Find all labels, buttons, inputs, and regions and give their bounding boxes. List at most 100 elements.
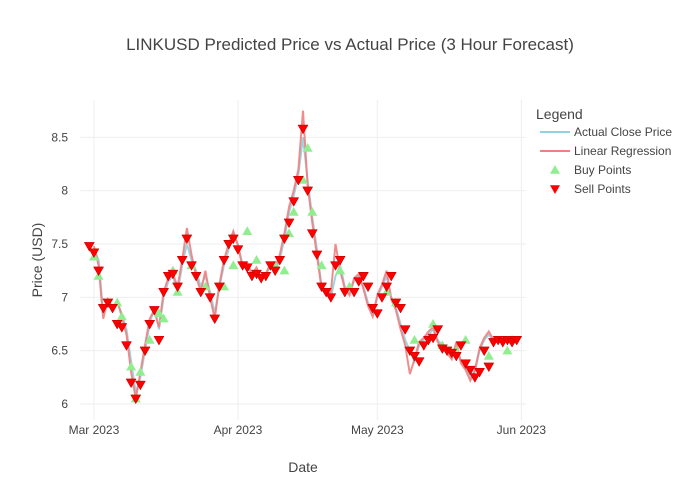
sell-point-marker xyxy=(107,304,118,314)
sell-point-marker xyxy=(371,309,383,319)
sell-point-marker xyxy=(167,269,179,280)
sell-point-marker xyxy=(469,373,481,383)
sell-point-marker xyxy=(511,336,523,346)
x-tick-label: May 2023 xyxy=(351,423,404,437)
sell-point-marker xyxy=(116,323,128,333)
legend-label-actual-close-price: Actual Close Price xyxy=(574,125,672,139)
legend-swatch-sell-points xyxy=(550,185,560,194)
x-tick-label: Apr 2023 xyxy=(214,423,263,437)
sell-point-marker xyxy=(325,293,337,303)
sell-point-marker xyxy=(223,240,235,250)
legend-label-linear-regression: Linear Regression xyxy=(574,144,671,158)
legend-title: Legend xyxy=(536,106,583,122)
buy-point-marker xyxy=(483,351,494,360)
sell-point-marker xyxy=(288,197,300,207)
sell-point-marker xyxy=(418,341,430,351)
sell-point-marker xyxy=(376,293,388,303)
sell-point-marker xyxy=(283,218,295,229)
buy-point-marker xyxy=(335,265,346,275)
legend[interactable]: Legend Actual Close Price Linear Regressi… xyxy=(536,106,672,196)
sell-point-marker xyxy=(88,248,100,259)
series-layer xyxy=(83,110,523,405)
grid-layer xyxy=(80,100,526,420)
sell-point-marker xyxy=(362,282,374,293)
sell-point-marker xyxy=(195,288,207,298)
buy-point-marker xyxy=(144,335,155,344)
sell-point-marker xyxy=(139,346,151,357)
sell-point-marker xyxy=(395,304,406,314)
sell-point-marker xyxy=(269,266,281,277)
sell-point-marker xyxy=(455,341,467,351)
sell-point-marker xyxy=(390,298,402,309)
legend-label-sell-points: Sell Points xyxy=(574,182,631,196)
sell-point-marker xyxy=(241,263,253,273)
sell-point-marker xyxy=(181,234,193,245)
buy-point-marker xyxy=(135,367,146,376)
sell-point-marker xyxy=(153,336,165,346)
sell-point-marker xyxy=(348,288,360,298)
sell-point-marker xyxy=(204,293,216,303)
sell-point-marker xyxy=(385,272,397,282)
sell-point-marker xyxy=(218,256,230,266)
sell-point-marker xyxy=(478,346,490,357)
sell-point-marker xyxy=(320,288,332,298)
sell-point-marker xyxy=(330,261,341,271)
sell-point-marker xyxy=(432,325,444,335)
buy-point-marker xyxy=(228,260,239,270)
buy-point-marker xyxy=(126,361,137,371)
sell-point-marker xyxy=(125,378,137,389)
y-axis-title: Price (USD) xyxy=(29,223,45,298)
sell-point-marker xyxy=(83,242,95,252)
sell-point-marker xyxy=(427,333,439,344)
buy-point-marker xyxy=(242,226,253,235)
sell-point-marker xyxy=(134,380,146,391)
sell-point-marker xyxy=(474,368,485,378)
buy-point-marker xyxy=(279,265,290,275)
x-tick-label: Mar 2023 xyxy=(69,423,120,437)
sell-point-marker xyxy=(186,261,197,271)
buy-point-marker xyxy=(307,207,318,216)
buy-point-marker xyxy=(502,345,513,355)
y-tick-label: 8 xyxy=(61,184,68,198)
sell-point-marker xyxy=(148,306,160,316)
buy-point-marker xyxy=(288,207,299,216)
sell-point-marker xyxy=(121,341,132,351)
sell-point-marker xyxy=(176,256,188,266)
sell-point-marker xyxy=(213,282,225,293)
sell-point-marker xyxy=(102,298,114,309)
sell-point-marker xyxy=(367,304,379,314)
buy-point-marker xyxy=(316,260,327,270)
sell-point-marker xyxy=(460,359,472,369)
y-tick-label: 8.5 xyxy=(51,130,68,144)
sell-point-marker xyxy=(190,272,202,282)
sell-point-marker xyxy=(357,272,369,282)
sell-point-marker xyxy=(158,288,170,298)
legend-label-buy-points: Buy Points xyxy=(574,163,631,177)
sell-point-marker xyxy=(311,250,323,261)
buy-point-marker xyxy=(158,313,169,323)
y-tick-label: 6.5 xyxy=(51,344,68,358)
sell-point-marker xyxy=(483,362,495,373)
sell-point-marker xyxy=(232,245,244,255)
sell-point-marker xyxy=(260,272,272,282)
sell-point-marker xyxy=(297,124,309,135)
x-axis-title: Date xyxy=(288,459,318,475)
sell-point-marker xyxy=(97,304,109,314)
buy-point-marker xyxy=(153,308,164,318)
sell-point-marker xyxy=(413,357,425,367)
sell-point-marker xyxy=(399,325,411,335)
buy-point-marker xyxy=(409,335,420,344)
sell-point-marker xyxy=(381,282,393,293)
y-tick-label: 6 xyxy=(61,397,68,411)
sell-point-marker xyxy=(274,256,286,266)
sell-point-marker xyxy=(464,365,476,376)
legend-swatch-buy-points xyxy=(550,165,560,174)
sell-point-marker xyxy=(334,256,346,266)
sell-point-marker xyxy=(172,282,183,293)
sell-point-marker xyxy=(339,288,351,298)
legend-items: Actual Close Price Linear Regression Buy P… xyxy=(540,125,672,196)
chart-title: LINKUSD Predicted Price vs Actual Price … xyxy=(126,35,574,54)
buy-point-marker xyxy=(251,255,262,264)
buy-point-marker xyxy=(116,311,127,321)
